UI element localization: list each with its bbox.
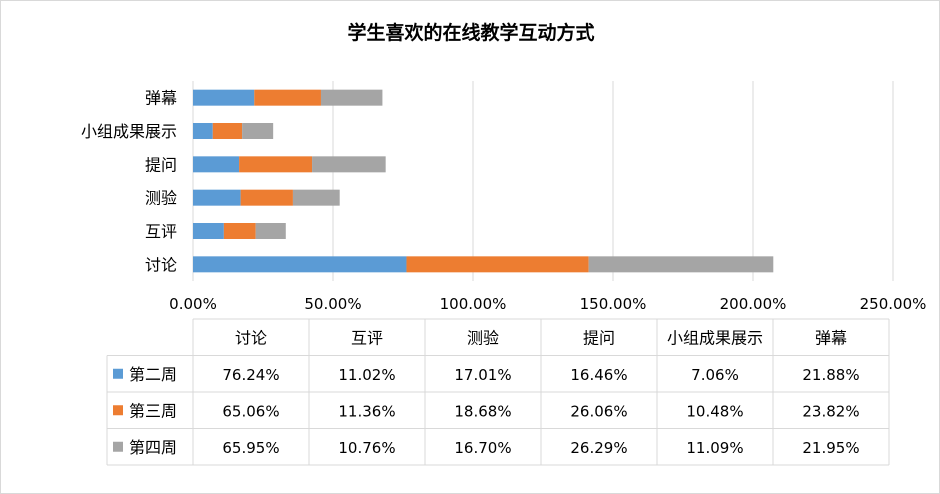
table-value-cell: 11.36% — [338, 402, 395, 420]
legend-key — [113, 368, 123, 379]
category-label: 提问 — [145, 155, 177, 174]
table-value-cell: 26.06% — [570, 402, 627, 420]
bar-segment — [320, 89, 383, 106]
table-value-cell: 65.95% — [222, 439, 279, 457]
bar-segment — [406, 256, 589, 273]
category-label: 互评 — [145, 222, 177, 241]
x-tick-label: 150.00% — [580, 295, 647, 313]
table-value-cell: 7.06% — [691, 366, 739, 384]
category-label: 讨论 — [145, 255, 177, 274]
bar-segment — [193, 189, 241, 206]
table-header-cell: 讨论 — [235, 328, 267, 347]
table-value-cell: 11.02% — [338, 366, 395, 384]
category-label: 小组成果展示 — [81, 122, 177, 141]
table-value-cell: 21.95% — [802, 439, 859, 457]
x-tick-label: 250.00% — [860, 295, 927, 313]
table-value-cell: 23.82% — [802, 402, 859, 420]
bars — [193, 89, 774, 273]
bar-segment — [255, 223, 286, 239]
category-label: 弹幕 — [145, 89, 177, 108]
legend-label: 第二周 — [129, 365, 177, 384]
x-tick-label: 100.00% — [440, 295, 507, 313]
table-value-cell: 26.29% — [570, 439, 627, 457]
x-tick-label: 200.00% — [720, 295, 787, 313]
bar-segment — [240, 189, 293, 206]
legend-key — [113, 441, 123, 452]
table-value-cell: 16.46% — [570, 366, 627, 384]
bar-segment — [212, 123, 243, 139]
bar-segment — [239, 156, 313, 173]
gridlines — [192, 81, 894, 281]
table-value-cell: 17.01% — [454, 366, 511, 384]
table-value-cell: 16.70% — [454, 439, 511, 457]
table-value-cell: 21.88% — [802, 366, 859, 384]
legend-label: 第四周 — [129, 438, 177, 457]
table-value-cell: 10.48% — [686, 402, 743, 420]
x-tick-labels: 0.00% 50.00% 100.00% 150.00% 200.00% 250.00% — [169, 295, 926, 313]
table-value-cell: 76.24% — [222, 366, 279, 384]
table-value-cell: 18.68% — [454, 402, 511, 420]
table-header-cell: 弹幕 — [815, 328, 847, 347]
table-value-cell: 10.76% — [338, 439, 395, 457]
legend-label: 第三周 — [129, 401, 177, 420]
bar-segment — [193, 89, 255, 106]
bar-segment — [242, 123, 274, 139]
table-header-cell: 互评 — [351, 328, 383, 347]
legend-key — [113, 405, 123, 416]
bar-segment — [588, 256, 774, 273]
chart-title: 学生喜欢的在线教学互动方式 — [347, 21, 594, 44]
category-labels: 讨论 互评 测验 提问 小组成果展示 弹幕 — [81, 89, 177, 275]
table-value-cell: 11.09% — [686, 439, 743, 457]
bar-segment — [223, 223, 256, 239]
bar-segment — [254, 89, 321, 106]
bar-segment — [193, 256, 407, 273]
table-header-cell: 测验 — [467, 328, 499, 347]
bar-segment — [312, 156, 386, 173]
x-tick-label: 0.00% — [169, 295, 217, 313]
x-tick-label: 50.00% — [304, 295, 361, 313]
bar-segment — [193, 156, 240, 173]
table-header-cell: 提问 — [583, 328, 615, 347]
table-value-cell: 65.06% — [222, 402, 279, 420]
bar-segment — [193, 123, 213, 139]
category-label: 测验 — [145, 189, 177, 208]
bar-segment — [292, 189, 340, 206]
table-header-cell: 小组成果展示 — [667, 328, 763, 347]
bar-segment — [193, 223, 224, 239]
